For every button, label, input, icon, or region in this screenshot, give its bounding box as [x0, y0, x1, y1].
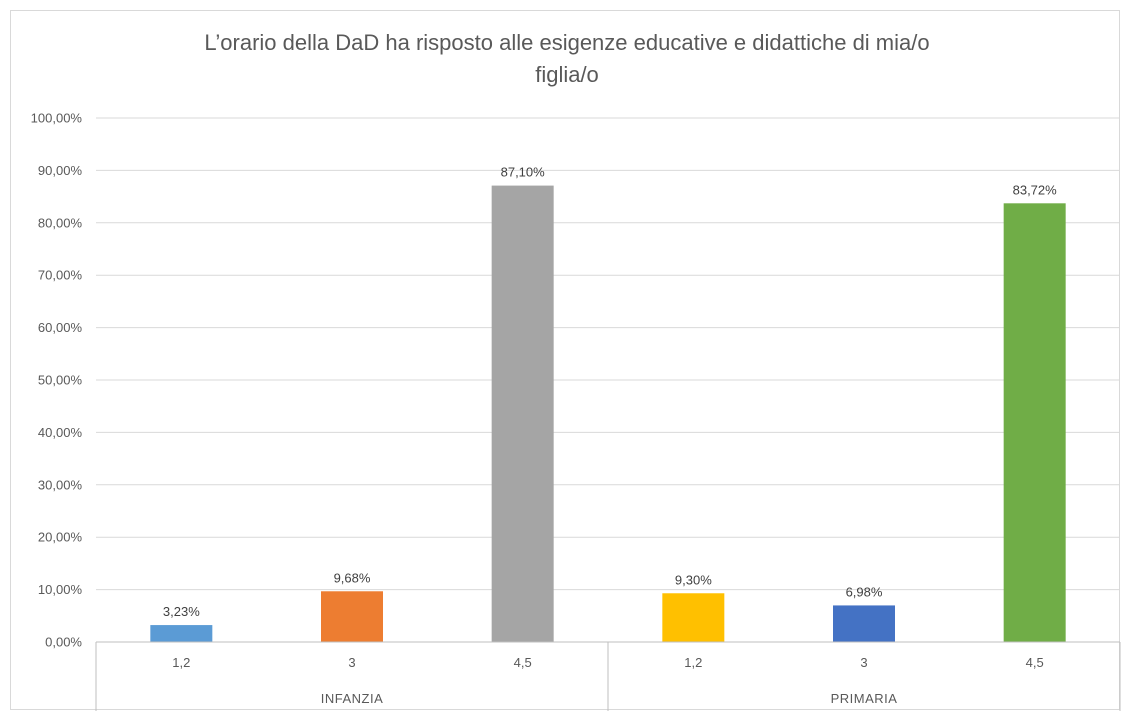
bar-infanzia-1-2 [150, 625, 213, 642]
bars [150, 185, 1066, 643]
bar-infanzia-3 [321, 591, 383, 642]
x-group-label: INFANZIA [321, 691, 384, 706]
x-category-label: 3 [348, 655, 355, 670]
y-tick-label: 100,00% [31, 111, 83, 126]
chart-title: L’orario della DaD ha risposto alle esig… [204, 30, 929, 87]
chart-title-line-2: figlia/o [535, 62, 599, 87]
gridlines [96, 117, 1120, 643]
x-category-label: 4,5 [1026, 655, 1044, 670]
y-tick-label: 20,00% [38, 530, 83, 545]
y-tick-label: 30,00% [38, 477, 83, 492]
y-tick-label: 90,00% [38, 163, 83, 178]
x-category-label: 3 [860, 655, 867, 670]
y-tick-label: 0,00% [45, 635, 82, 650]
data-label: 87,10% [501, 165, 546, 180]
y-tick-label: 80,00% [38, 215, 83, 230]
y-tick-label: 40,00% [38, 425, 83, 440]
data-label: 9,68% [334, 570, 371, 585]
bar-primaria-1-2 [662, 593, 725, 642]
chart-title-line-1: L’orario della DaD ha risposto alle esig… [204, 30, 929, 55]
y-tick-label: 10,00% [38, 582, 83, 597]
data-label: 83,72% [1013, 182, 1058, 197]
x-group-label: PRIMARIA [831, 691, 898, 706]
y-tick-label: 60,00% [38, 320, 83, 335]
data-labels: 3,23% 9,68% 87,10% 9,30% 6,98% 83,72% [163, 165, 1057, 619]
x-category-label: 1,2 [684, 655, 702, 670]
x-category-label: 4,5 [514, 655, 532, 670]
y-axis-tick-labels: 0,00% 10,00% 20,00% 30,00% 40,00% 50,00% 60,00… [31, 111, 83, 650]
chart-frame [10, 10, 1120, 710]
data-label: 6,98% [846, 584, 883, 599]
bar-primaria-4-5 [1003, 203, 1066, 643]
x-category-label: 1,2 [172, 655, 190, 670]
x-axis: 1,2 3 4,5 1,2 3 4,5 INFANZIA PRIMARIA [95, 641, 1121, 711]
y-tick-label: 70,00% [38, 268, 83, 283]
bar-infanzia-4-5 [491, 185, 554, 642]
data-label: 9,30% [675, 572, 712, 587]
data-label: 3,23% [163, 604, 200, 619]
y-tick-label: 50,00% [38, 373, 83, 388]
bar-primaria-3 [833, 605, 895, 642]
